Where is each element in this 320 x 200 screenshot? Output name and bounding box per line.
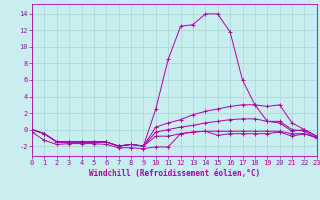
X-axis label: Windchill (Refroidissement éolien,°C): Windchill (Refroidissement éolien,°C) <box>89 169 260 178</box>
